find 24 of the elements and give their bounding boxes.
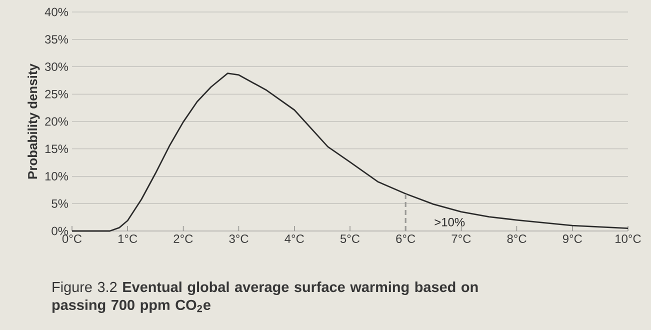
y-tick-label: 20% (45, 117, 68, 126)
x-tick-label: 9°C (562, 234, 582, 243)
y-tick-label: 35% (45, 35, 68, 44)
x-tick-label: 6°C (396, 234, 416, 243)
y-tick-label: 15% (45, 144, 68, 154)
x-tick-label: 0°C (62, 234, 82, 243)
line-series (71, 72, 629, 232)
x-tick-label: 8°C (507, 234, 526, 243)
text: Figure 3.2 Eventual global average surface warming based on passing 700 ppm CO$_{2}$e (52, 282, 478, 313)
y-axis-title: Probability density (28, 64, 40, 179)
x-tick-label: 10°C (616, 234, 641, 243)
x-tick-label: 3°C (229, 234, 248, 243)
x-tick-label: 7°C (452, 234, 471, 243)
x-tick-label: 2°C (174, 234, 193, 243)
y-tick-label: 10% (45, 172, 68, 180)
x-tick-label: 4°C (284, 234, 304, 243)
y-tick-label: 40% (44, 8, 68, 16)
y-tick-label: 30% (45, 62, 68, 71)
x-tick-label: 1°C (118, 234, 138, 243)
annotation: >10% (434, 218, 465, 226)
x-tick-label: 5°C (340, 234, 360, 243)
y-tick-label: 5% (52, 199, 68, 208)
y-tick-label: 0% (52, 226, 68, 236)
y-tick-label: 25% (45, 90, 68, 98)
